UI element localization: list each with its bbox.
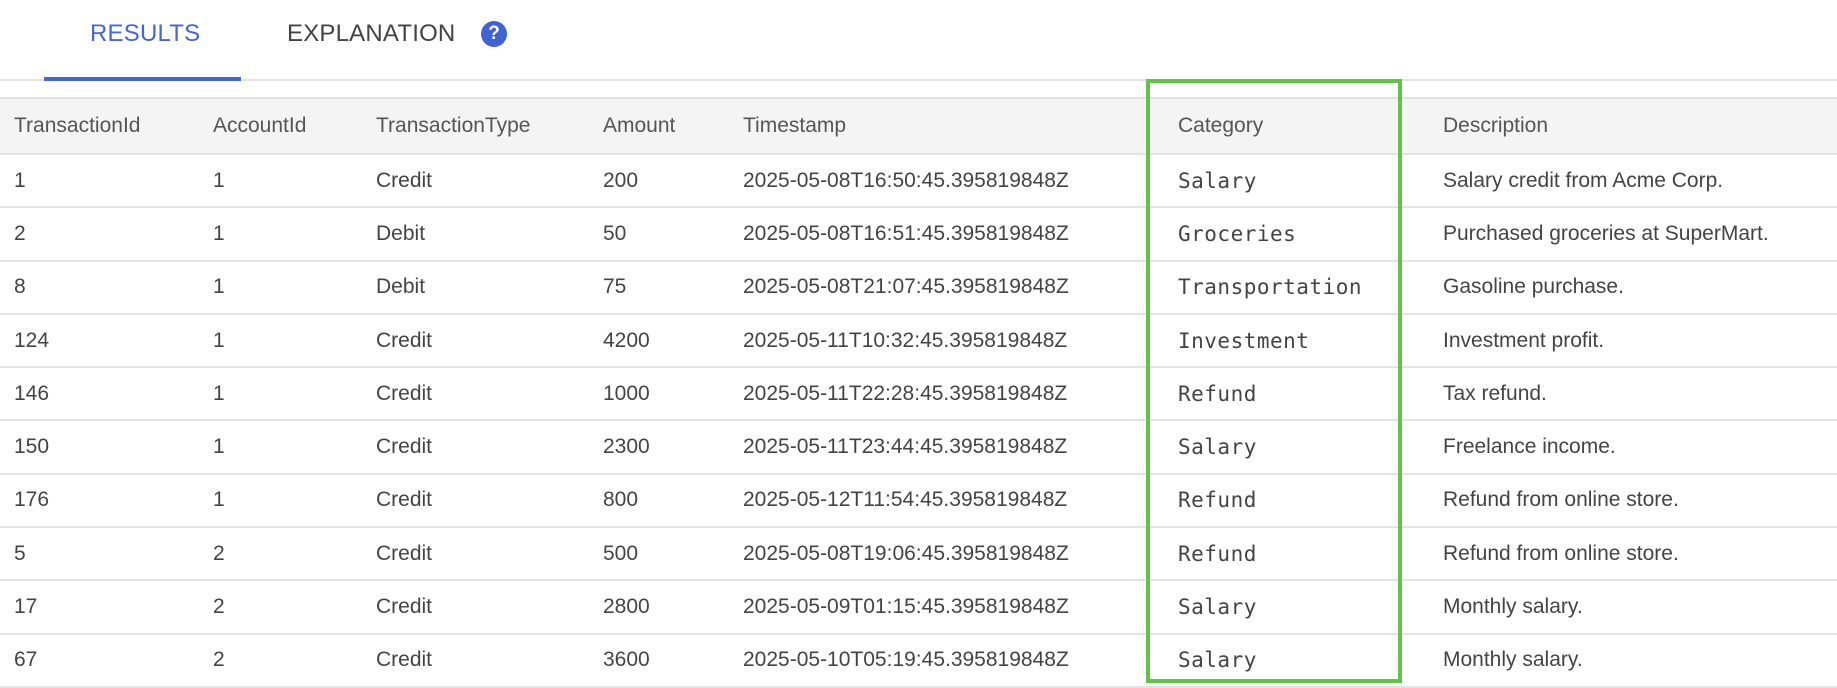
cell-description: Monthly salary. — [1443, 633, 1837, 688]
cell-transaction-id: 8 — [0, 260, 213, 315]
help-icon[interactable]: ? — [481, 21, 507, 47]
cell-transaction-id: 5 — [0, 527, 213, 582]
cell-timestamp: 2025-05-11T10:32:45.395819848Z — [743, 313, 1178, 369]
table-row: 124 1 Credit 4200 2025-05-11T10:32:45.395819… — [0, 313, 1837, 369]
tab-results[interactable]: RESULTS — [90, 20, 201, 47]
cell-timestamp: 2025-05-08T16:50:45.395819848Z — [743, 154, 1178, 209]
tab-bar: RESULTS EXPLANATION ? — [0, 0, 1837, 81]
cell-transaction-id: 176 — [0, 473, 213, 529]
cell-description: Monthly salary. — [1443, 580, 1837, 635]
cell-amount: 2300 — [603, 420, 743, 475]
cell-description: Gasoline purchase. — [1443, 260, 1837, 315]
cell-account-id: 1 — [213, 207, 376, 262]
cell-amount: 3600 — [603, 633, 743, 688]
cell-transaction-type: Credit — [376, 527, 603, 582]
column-header-category[interactable]: Category — [1178, 97, 1443, 155]
cell-account-id: 1 — [213, 420, 376, 475]
table-row: 8 1 Debit 75 2025-05-08T21:07:45.395819848Z T… — [0, 260, 1837, 315]
cell-account-id: 1 — [213, 313, 376, 369]
cell-amount: 4200 — [603, 313, 743, 369]
cell-transaction-type: Debit — [376, 207, 603, 262]
cell-amount: 500 — [603, 527, 743, 582]
cell-transaction-type: Debit — [376, 260, 603, 315]
cell-account-id: 1 — [213, 154, 376, 209]
cell-category: Refund — [1178, 367, 1443, 422]
results-table: TransactionId AccountId TransactionType Amo… — [0, 97, 1837, 688]
cell-description: Freelance income. — [1443, 420, 1837, 475]
table-row: 2 1 Debit 50 2025-05-08T16:51:45.395819848Z G… — [0, 207, 1837, 262]
active-tab-indicator — [44, 77, 241, 81]
cell-transaction-id: 1 — [0, 154, 213, 209]
cell-category: Salary — [1178, 154, 1443, 209]
cell-account-id: 2 — [213, 527, 376, 582]
cell-account-id: 2 — [213, 580, 376, 635]
cell-transaction-id: 67 — [0, 633, 213, 688]
table-row: 176 1 Credit 800 2025-05-12T11:54:45.3958198… — [0, 473, 1837, 529]
cell-category: Transportation — [1178, 260, 1443, 315]
cell-category: Salary — [1178, 580, 1443, 635]
table-header-row: TransactionId AccountId TransactionType Amo… — [0, 97, 1837, 155]
cell-category: Refund — [1178, 527, 1443, 582]
cell-category: Refund — [1178, 473, 1443, 529]
column-header-description[interactable]: Description — [1443, 97, 1837, 155]
cell-amount: 1000 — [603, 367, 743, 422]
cell-transaction-type: Credit — [376, 313, 603, 369]
cell-amount: 800 — [603, 473, 743, 529]
table-row: 67 2 Credit 3600 2025-05-10T05:19:45.3958198… — [0, 633, 1837, 688]
column-header-transaction-type[interactable]: TransactionType — [376, 97, 603, 155]
cell-account-id: 1 — [213, 367, 376, 422]
cell-description: Refund from online store. — [1443, 473, 1837, 529]
cell-timestamp: 2025-05-09T01:15:45.395819848Z — [743, 580, 1178, 635]
column-header-transaction-id[interactable]: TransactionId — [0, 97, 213, 155]
cell-transaction-id: 17 — [0, 580, 213, 635]
cell-transaction-type: Credit — [376, 154, 603, 209]
table-row: 1 1 Credit 200 2025-05-08T16:50:45.395819848… — [0, 154, 1837, 209]
table-row: 5 2 Credit 500 2025-05-08T19:06:45.395819848… — [0, 527, 1837, 582]
cell-timestamp: 2025-05-11T23:44:45.395819848Z — [743, 420, 1178, 475]
cell-timestamp: 2025-05-12T11:54:45.395819848Z — [743, 473, 1178, 529]
table-row: 150 1 Credit 2300 2025-05-11T23:44:45.395819… — [0, 420, 1837, 475]
cell-transaction-id: 150 — [0, 420, 213, 475]
cell-amount: 75 — [603, 260, 743, 315]
cell-timestamp: 2025-05-08T16:51:45.395819848Z — [743, 207, 1178, 262]
cell-description: Purchased groceries at SuperMart. — [1443, 207, 1837, 262]
cell-transaction-id: 2 — [0, 207, 213, 262]
cell-category: Groceries — [1178, 207, 1443, 262]
cell-transaction-id: 146 — [0, 367, 213, 422]
cell-account-id: 2 — [213, 633, 376, 688]
column-header-amount[interactable]: Amount — [603, 97, 743, 155]
cell-timestamp: 2025-05-10T05:19:45.395819848Z — [743, 633, 1178, 688]
tab-explanation[interactable]: EXPLANATION — [287, 20, 456, 47]
table-row: 146 1 Credit 1000 2025-05-11T22:28:45.395819… — [0, 367, 1837, 422]
cell-description: Tax refund. — [1443, 367, 1837, 422]
cell-timestamp: 2025-05-08T19:06:45.395819848Z — [743, 527, 1178, 582]
cell-transaction-type: Credit — [376, 633, 603, 688]
cell-description: Investment profit. — [1443, 313, 1837, 369]
cell-category: Salary — [1178, 420, 1443, 475]
cell-transaction-type: Credit — [376, 420, 603, 475]
cell-transaction-id: 124 — [0, 313, 213, 369]
column-header-account-id[interactable]: AccountId — [213, 97, 376, 155]
cell-amount: 200 — [603, 154, 743, 209]
cell-amount: 50 — [603, 207, 743, 262]
column-header-timestamp[interactable]: Timestamp — [743, 97, 1178, 155]
cell-account-id: 1 — [213, 260, 376, 315]
cell-timestamp: 2025-05-11T22:28:45.395819848Z — [743, 367, 1178, 422]
table-row: 17 2 Credit 2800 2025-05-09T01:15:45.3958198… — [0, 580, 1837, 635]
cell-transaction-type: Credit — [376, 367, 603, 422]
cell-transaction-type: Credit — [376, 580, 603, 635]
cell-description: Salary credit from Acme Corp. — [1443, 154, 1837, 209]
cell-category: Salary — [1178, 633, 1443, 688]
cell-category: Investment — [1178, 313, 1443, 369]
cell-amount: 2800 — [603, 580, 743, 635]
cell-account-id: 1 — [213, 473, 376, 529]
cell-timestamp: 2025-05-08T21:07:45.395819848Z — [743, 260, 1178, 315]
cell-description: Refund from online store. — [1443, 527, 1837, 582]
cell-transaction-type: Credit — [376, 473, 603, 529]
